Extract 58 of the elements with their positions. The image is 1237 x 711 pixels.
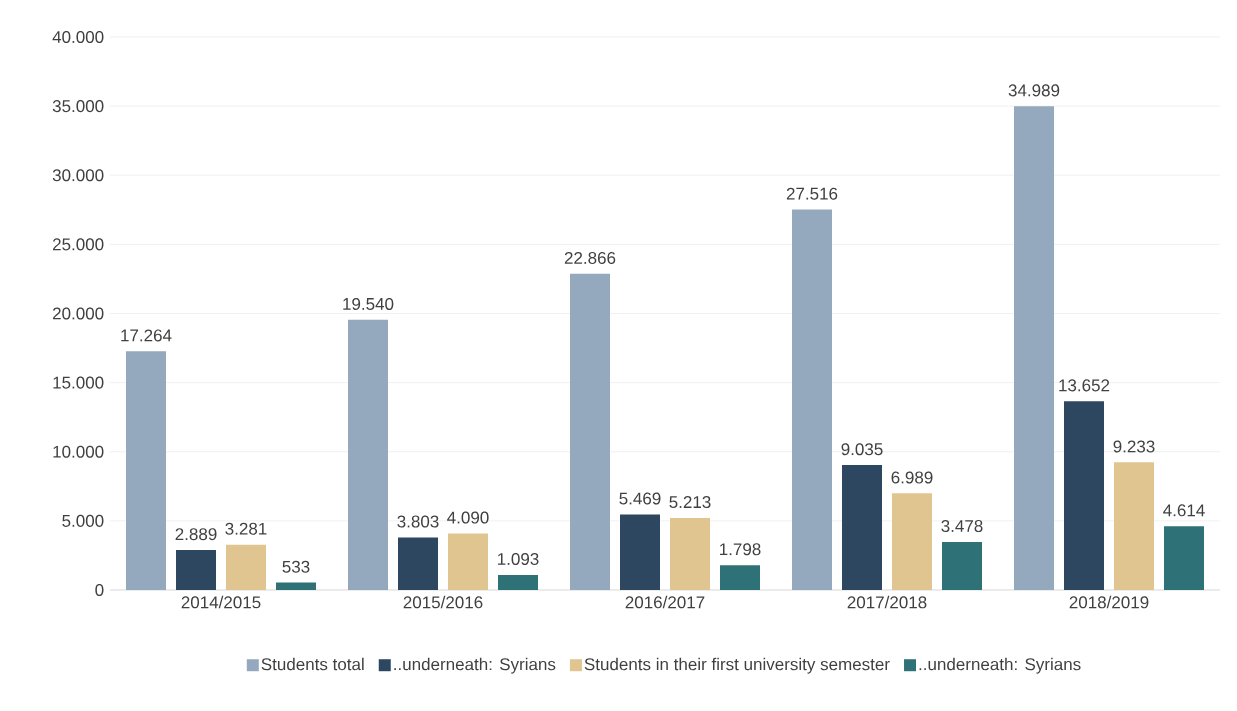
- data-label: 3.803: [397, 515, 439, 528]
- data-label: 13.652: [1059, 379, 1110, 392]
- legend-label: Students in their first university semester: [584, 657, 890, 674]
- data-label: 27.516: [786, 187, 838, 200]
- x-tick-label: 2015/2016: [403, 595, 483, 609]
- data-label: 6.989: [891, 471, 933, 484]
- y-tick-label: 35.000: [52, 100, 104, 113]
- x-tick-label: 2016/2017: [625, 595, 705, 609]
- bar: [398, 537, 439, 590]
- bar: [126, 351, 167, 590]
- y-tick-label: 5.000: [62, 514, 104, 527]
- data-label: 533: [282, 560, 310, 573]
- y-tick-label: 20.000: [53, 307, 104, 320]
- bar: [570, 273, 610, 590]
- bar: [176, 550, 217, 590]
- y-tick-label: 0: [95, 583, 104, 597]
- bar: [892, 493, 932, 590]
- legend-label: ..underneath: Syrians: [394, 657, 556, 674]
- y-tick-label: 30.000: [52, 169, 104, 182]
- bar: [1014, 106, 1054, 590]
- x-tick-label: 2017/2018: [847, 595, 927, 609]
- legend-label: Students total: [261, 657, 364, 671]
- data-label: 1.798: [720, 543, 761, 556]
- y-tick-label: 40.000: [52, 30, 104, 44]
- data-label: 3.281: [225, 522, 267, 535]
- bar: [720, 565, 760, 590]
- bar: [670, 517, 711, 590]
- bar: [1164, 526, 1204, 590]
- x-tick-label: 2018/2019: [1069, 595, 1149, 609]
- data-label: 34.989: [1008, 84, 1060, 97]
- data-label: 19.540: [343, 297, 394, 310]
- bar: [348, 319, 389, 590]
- bar: [448, 533, 488, 590]
- bar: [842, 465, 882, 590]
- data-label: 9.035: [841, 443, 883, 456]
- data-label: 5.213: [669, 496, 711, 509]
- bar: [620, 514, 660, 590]
- data-label: 2.889: [175, 528, 217, 541]
- y-tick-label: 10.000: [53, 445, 104, 458]
- x-tick-label: 2014/2015: [181, 595, 261, 609]
- bar: [1114, 462, 1154, 590]
- bar: [498, 574, 539, 590]
- bar: [226, 544, 267, 590]
- data-label: 17.264: [121, 329, 172, 342]
- legend-label: ..underneath: Syrians: [919, 657, 1081, 674]
- data-label: 4.090: [447, 511, 489, 524]
- bar: [792, 209, 832, 590]
- bar: [1064, 401, 1104, 590]
- y-tick-label: 15.000: [53, 376, 104, 389]
- y-tick-label: 25.000: [53, 238, 104, 251]
- data-label: 9.233: [1113, 440, 1155, 453]
- data-label: 3.478: [941, 520, 983, 533]
- data-label: 4.614: [1163, 504, 1205, 517]
- bar: [276, 582, 317, 590]
- data-label: 5.469: [619, 492, 661, 505]
- data-label: 1.093: [498, 552, 539, 566]
- bar: [942, 541, 983, 590]
- data-label: 22.866: [564, 251, 616, 265]
